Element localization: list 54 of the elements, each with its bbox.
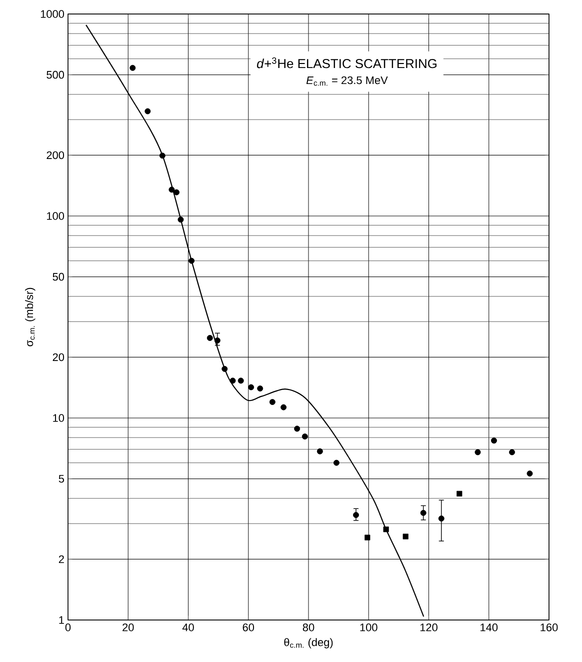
- point: [302, 433, 308, 440]
- point: [383, 526, 389, 532]
- point: [353, 512, 359, 518]
- point: [316, 448, 323, 454]
- point: [178, 216, 184, 223]
- point: [526, 470, 533, 477]
- point: [188, 258, 195, 264]
- x-tick-label: 120: [420, 624, 438, 632]
- point: [206, 334, 213, 341]
- point: [456, 490, 462, 496]
- point: [238, 378, 244, 384]
- x-tick-label: 0: [65, 624, 71, 632]
- y-tick-label: 2: [58, 555, 64, 564]
- point: [491, 438, 497, 444]
- x-tick-label: 80: [302, 624, 314, 632]
- x-tick-label: 100: [360, 624, 378, 632]
- point: [257, 385, 264, 392]
- point: [130, 64, 136, 71]
- text: d+$^{3}$He ELASTIC SCATTERING: [256, 57, 436, 68]
- point: [248, 384, 254, 390]
- point: [230, 378, 236, 384]
- y-tick-label: 10: [53, 414, 64, 422]
- point: [269, 399, 276, 405]
- x-tick-label: 140: [480, 624, 498, 632]
- y-tick-label: 100: [47, 212, 64, 220]
- x-axis-title: θ$_{c.m.}$ (deg): [284, 638, 333, 648]
- x-tick-label: 20: [122, 624, 134, 632]
- y-tick-label: 1000: [40, 10, 64, 18]
- x-tick-label: 160: [540, 624, 558, 632]
- point: [294, 426, 300, 432]
- point: [364, 534, 370, 540]
- text: E$_{c.m.}$ = 23.5 MeV: [306, 76, 388, 86]
- x-tick-label: 40: [182, 624, 194, 632]
- point: [474, 449, 481, 456]
- point: [509, 449, 516, 456]
- y-tick-label: 50: [52, 272, 64, 281]
- point: [333, 460, 340, 466]
- y-tick-label: 20: [52, 353, 64, 362]
- point: [159, 152, 166, 159]
- point: [420, 510, 426, 516]
- y-tick-label: 200: [46, 151, 64, 160]
- point: [438, 516, 444, 522]
- y-tick-label: 500: [46, 70, 64, 79]
- point: [222, 366, 228, 372]
- y-axis-title: σ$_{c.m.}$ (mb/sr): [25, 288, 36, 346]
- y-tick-label: 5: [58, 474, 64, 483]
- point: [174, 189, 180, 196]
- point: [214, 337, 220, 344]
- x-tick-label: 60: [242, 624, 254, 632]
- point: [168, 186, 175, 193]
- y-tick-label: 1: [59, 616, 64, 624]
- point: [144, 108, 151, 114]
- point: [402, 534, 408, 540]
- point: [280, 404, 287, 410]
